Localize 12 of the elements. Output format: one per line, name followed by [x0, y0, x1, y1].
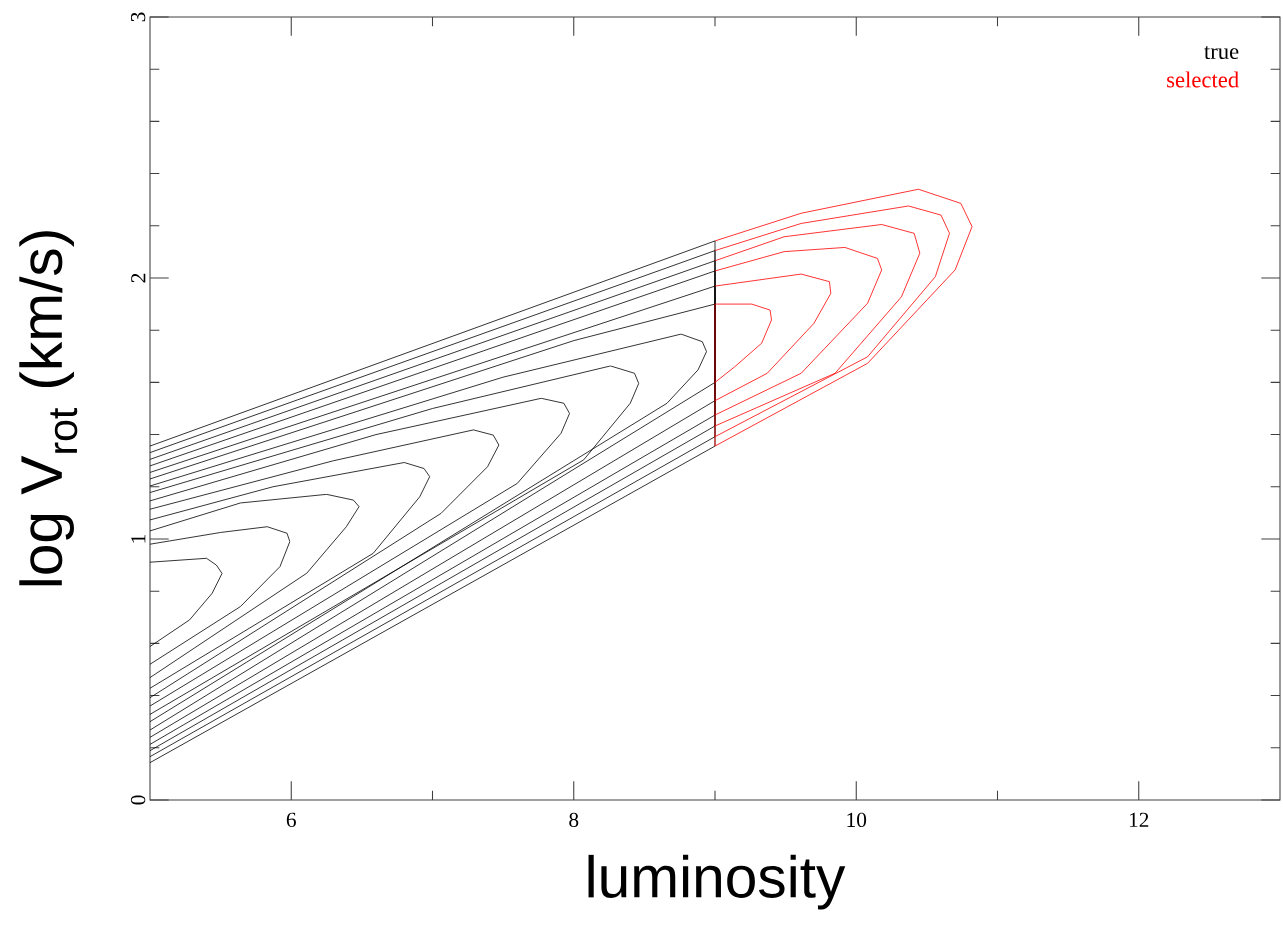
x-tick-label: 12 [1129, 812, 1149, 827]
x-tick-label: 6 [286, 812, 296, 828]
y-tick-label: 0 [130, 795, 146, 805]
text: selected [1167, 71, 1239, 88]
y-tick-label: 3 [130, 12, 146, 22]
y-axis-title: log V$_{rot}$ (km/s) [19, 231, 78, 586]
x-axis-title: luminosity [588, 854, 846, 910]
y-tick-label: 1 [131, 534, 146, 543]
x-tick-label: 8 [569, 812, 579, 828]
y-tick-label: 2 [131, 273, 146, 283]
text: true [1204, 46, 1239, 60]
x-tick-label: 10 [847, 812, 867, 828]
